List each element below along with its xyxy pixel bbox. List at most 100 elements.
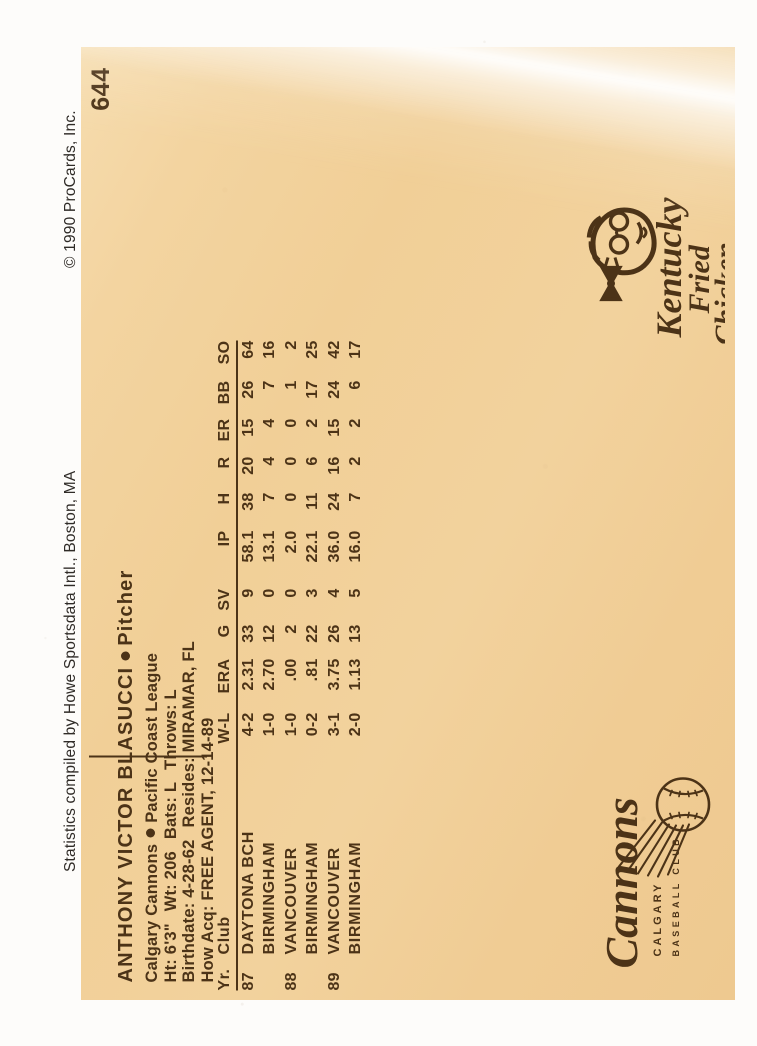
stat-cell-so: 2 [282,340,300,350]
stat-cell-sv: 0 [282,588,300,598]
baseball-card-back: 644 ANTHONY VICTOR BLASUCCIPitcher Calga… [81,47,735,1000]
stat-cell-h: 7 [261,492,278,502]
copyright-notice: © 1990 ProCards, Inc. [62,110,79,268]
stat-cell-r: 6 [304,456,321,466]
resides-value: MIRAMAR, FL [180,640,198,752]
weight-label: Wt: [161,883,180,911]
cannons-subtitle: BASEBALL CLUB [671,835,681,956]
birthdate-label: Birthdate: [180,902,198,982]
column-header-g: G [214,624,237,658]
stat-cell-so: 42 [325,340,343,359]
stat-cell-sv: 3 [304,588,321,598]
header-divider-rule [89,755,207,757]
column-header-yr: Yr. [214,954,237,990]
stat-cell-er: 0 [282,418,300,428]
league-name: Pacific Coast League [143,652,161,823]
card-rotated-content: 644 ANTHONY VICTOR BLASUCCIPitcher Calga… [81,47,735,1000]
throws-label: Throws: [161,703,180,770]
stat-cell-wl: 3-1 [325,712,343,736]
baseball-icon [655,776,711,832]
stat-cell-bb: 7 [261,380,278,390]
stat-cell-g: 12 [261,624,278,643]
stat-cell-r: 2 [347,456,364,466]
column-header-so: SO [214,340,237,380]
stat-cell-h: 0 [282,492,300,502]
column-header-r: R [214,456,237,492]
stat-cell-yr: 88 [282,971,300,990]
stat-cell-yr: 87 [239,971,257,990]
stat-cell-er: 15 [239,418,257,437]
stat-cell-sv: 9 [239,588,257,598]
bats-value: L [161,781,180,792]
column-header-wl: W-L [214,712,237,758]
player-position: Pitcher [115,569,137,646]
stat-cell-r: 0 [282,456,300,466]
resides-label: Resides: [180,756,198,827]
stat-cell-club: VANCOUVER [282,846,300,954]
stat-cell-era: 2.70 [261,658,278,690]
team-name: Calgary Cannons [143,843,161,982]
column-header-era: ERA [214,658,237,712]
kfc-line-2: Fried [683,244,716,314]
stat-cell-ip: 22.1 [304,530,321,562]
stat-cell-h: 11 [304,492,321,510]
card-number: 644 [87,67,115,111]
stat-cell-era: 2.31 [239,658,257,690]
stat-cell-so: 17 [347,340,364,359]
stat-cell-club: BIRMINGHAM [347,841,364,954]
kfc-line-1: Kentucky [649,196,689,338]
stat-cell-bb: 1 [282,380,300,390]
stat-cell-wl: 1-0 [282,712,300,736]
stats-credit-notice: Statistics compiled by Howe Sportsdata I… [62,470,79,872]
career-stats-table: Yr. Club W-L ERA G SV IP H R ER BB SO 87… [214,340,367,990]
bio-birth-resides: Birthdate: 4-28-62 Resides: MIRAMAR, FL [180,641,199,982]
throws-value: L [161,688,180,699]
stat-cell-g: 22 [304,624,321,643]
column-header-club: Club [214,758,237,954]
stat-cell-er: 4 [261,418,278,428]
stat-cell-g: 2 [282,624,300,634]
table-row: BIRMINGHAM 1-0 2.70 12 0 13.1 7 4 4 7 16 [259,340,281,990]
cannons-city: CALGARY [652,881,664,956]
stat-cell-era: 1.13 [347,658,364,690]
kfc-line-3: Chicken [709,242,725,343]
player-bio: Calgary Cannons Pacific Coast League Ht: … [143,641,217,982]
stat-cell-yr [259,954,281,990]
stat-cell-bb: 26 [239,380,257,399]
stat-cell-so: 64 [239,340,257,359]
stat-cell-h: 7 [347,492,364,502]
bullet-separator-icon-2 [146,828,155,838]
stat-cell-bb: 17 [304,380,321,399]
cannons-logo: Cannons CALGARY BASEBALL CLUB [595,762,721,970]
stat-cell-r: 20 [239,456,257,475]
stat-cell-wl: 0-2 [304,712,321,736]
stat-cell-wl: 4-2 [239,712,257,736]
stat-cell-ip: 58.1 [239,530,257,562]
stat-cell-wl: 2-0 [347,712,364,736]
stat-cell-yr: 89 [325,971,343,990]
motion-trail-lines [617,818,691,878]
stat-cell-er: 2 [347,418,364,428]
stat-cell-era: 3.75 [325,658,343,690]
stat-cell-club: VANCOUVER [325,846,343,954]
stat-cell-er: 15 [325,418,343,437]
stat-cell-sv: 0 [261,588,278,598]
bio-physical: Ht: 6'3" Wt: 206 Bats: L Throws: L [162,641,181,982]
height-label: Ht: [161,958,180,982]
stat-cell-h: 38 [239,492,257,511]
column-header-sv: SV [214,588,237,624]
stat-cell-ip: 36.0 [325,530,343,562]
kentucky-fried-chicken-logo: Kentucky Fried Chicken [585,113,725,343]
column-header-ip: IP [214,530,237,588]
stat-cell-sv: 4 [325,588,343,598]
player-name-line: ANTHONY VICTOR BLASUCCI Pitcher [115,569,138,982]
stat-cell-r: 4 [261,456,278,466]
stat-cell-club: BIRMINGHAM [304,841,321,954]
stat-cell-r: 16 [325,456,343,475]
weight-value: 206 [161,850,180,879]
stat-cell-club: DAYTONA BCH [239,830,257,954]
player-name: ANTHONY VICTOR BLASUCCI [115,666,137,982]
table-row: 87 DAYTONA BCH 4-2 2.31 33 9 58.1 38 20 15 26 64 [237,340,260,990]
stat-cell-yr [302,954,324,990]
bats-label: Bats: [161,796,180,839]
